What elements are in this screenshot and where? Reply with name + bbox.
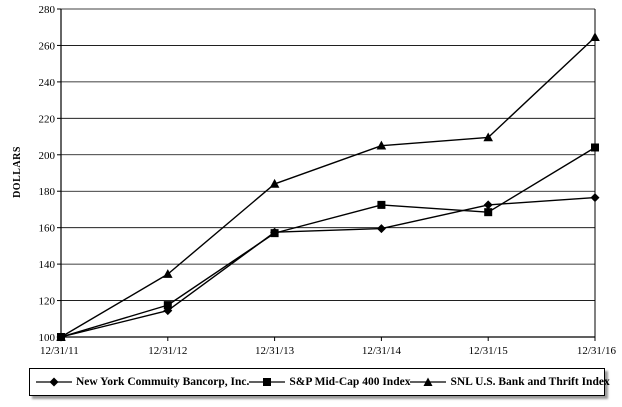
data-point-square [270,229,279,238]
data-point-square [484,208,493,217]
legend-label: New York Commuity Bancorp, Inc. [76,376,250,388]
series [56,32,600,342]
data-point-triangle [163,269,173,278]
x-tick-label: 12/31/14 [362,345,402,357]
gridlines [61,8,595,301]
series-line [60,146,596,338]
legend-item-nycb: New York Commuity Bancorp, Inc. [36,376,249,388]
y-tick-label: 120 [39,296,56,308]
series-line [60,36,596,338]
data-point-diamond [590,193,600,203]
legend-item-sp-midcap: S&P Mid-Cap 400 Index [249,376,410,388]
legend-item-snl-bank: SNL U.S. Bank and Thrift Index [410,376,610,388]
y-tick-label: 280 [39,4,56,16]
y-tick-label: 160 [39,223,56,235]
y-tick-labels: 100 120 140 160 180 200 220 240 260 280 [39,4,56,344]
y-axis-title: DOLLARS [12,146,23,198]
y-tick-label: 260 [39,40,56,52]
data-point-square [377,200,386,209]
data-point-triangle [483,132,493,142]
y-tick-label: 100 [39,332,56,344]
x-tick-label: 12/31/15 [469,345,509,357]
x-tick-labels: 12/31/11 12/31/12 12/31/13 12/31/14 12/31/15… [40,345,616,357]
legend-key-square [249,378,286,386]
y-tick-label: 220 [39,113,56,125]
data-point-triangle [56,332,66,341]
data-point-square [163,301,172,310]
x-tick-label: 12/31/16 [577,345,617,357]
data-point-diamond [483,200,493,210]
legend: New York Commuity Bancorp, Inc. S&P Mid-… [29,368,610,396]
y-tick-label: 140 [39,259,56,271]
legend-key-triangle [410,377,447,386]
legend-label: S&P Mid-Cap 400 Index [289,376,411,388]
data-point-diamond [376,224,386,234]
legend-label: SNL U.S. Bank and Thrift Index [450,376,610,388]
x-tick-label: 12/31/12 [148,345,187,357]
series-square [57,143,599,341]
series-triangle [56,32,600,341]
y-tick-label: 240 [39,77,56,89]
data-point-triangle [269,178,280,188]
y-tick-label: 200 [39,150,56,162]
series-diamond [56,193,600,342]
y-tick-label: 180 [39,186,56,198]
data-point-triangle [376,140,387,150]
x-tick-label: 12/31/11 [40,345,79,357]
data-point-triangle [590,32,600,42]
data-point-square [591,143,599,152]
legend-key-diamond [36,377,72,387]
series-line [60,196,596,338]
x-tick-label: 12/31/13 [255,345,295,357]
